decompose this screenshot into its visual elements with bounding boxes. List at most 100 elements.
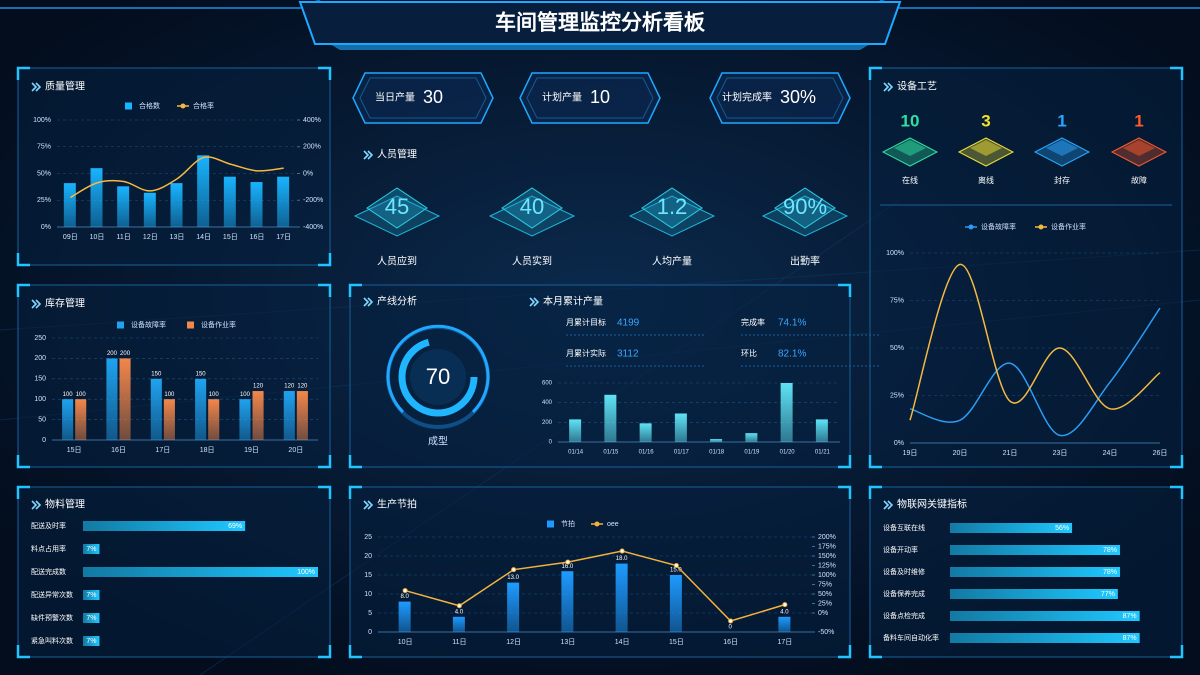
bar <box>62 399 74 440</box>
platform <box>761 195 849 237</box>
x-tick-label: 11日 <box>452 638 466 646</box>
stat-label: 月累计目标 <box>566 317 606 327</box>
status-icon-top <box>1046 140 1078 156</box>
panel-title: 物联网关键指标 <box>897 498 967 511</box>
panel-corner <box>1170 66 1184 80</box>
x-tick-label: 19日 <box>244 446 259 454</box>
gauge-label: 成型 <box>428 435 448 448</box>
panel-corner <box>348 645 362 659</box>
bar <box>83 590 100 600</box>
x-tick-label: 18日 <box>200 446 215 454</box>
bar <box>250 182 263 227</box>
bar <box>163 399 175 440</box>
panel-corner <box>16 66 30 80</box>
y-tick-label: 200 <box>34 355 46 362</box>
data-label: 13.0 <box>507 575 519 581</box>
bar <box>778 616 791 632</box>
title-icon <box>883 500 894 510</box>
bar <box>780 383 793 442</box>
row-label: 缺件预警次数 <box>31 613 73 622</box>
data-label: 18.0 <box>616 556 628 562</box>
bar <box>63 183 76 227</box>
legend-label: 合格数 <box>139 101 160 110</box>
panel-frame <box>17 67 331 266</box>
data-label: 15.0 <box>670 568 682 574</box>
status-icon-top <box>970 140 1002 156</box>
panel-corner <box>16 645 30 659</box>
legend-dot <box>180 103 186 109</box>
x-tick-label: 13日 <box>560 638 575 646</box>
panel-title: 质量管理 <box>45 80 85 93</box>
panel-corner <box>318 455 332 469</box>
kpi-inner <box>716 77 844 119</box>
platform-top <box>774 187 836 229</box>
personnel-value: 45 <box>385 194 409 219</box>
x-tick-label: 17日 <box>777 638 792 646</box>
line-marker <box>728 618 734 624</box>
data-label: 4.0 <box>455 609 464 615</box>
line-marker <box>402 588 408 594</box>
title-icon <box>363 297 374 307</box>
y2-tick-label: -50% <box>818 629 834 636</box>
data-label: 100 <box>240 392 251 398</box>
y-tick-label: 400 <box>542 400 553 406</box>
stat-label: 完成率 <box>741 317 765 327</box>
data-label: 100 <box>164 392 175 398</box>
y-tick-label: 75% <box>890 297 904 304</box>
y-tick-label: 15 <box>364 572 372 579</box>
bar <box>950 523 1073 533</box>
data-label: 78% <box>1103 547 1117 554</box>
panel-corner <box>16 485 30 499</box>
status-label: 封存 <box>1054 175 1070 185</box>
x-tick-label: 20日 <box>288 446 303 454</box>
x-tick-label: 01/17 <box>674 450 690 456</box>
panel-title: 物料管理 <box>45 498 85 511</box>
y-tick-label: 100 <box>34 396 46 403</box>
panel-corner <box>1170 645 1184 659</box>
y-tick-label: 100% <box>886 250 904 257</box>
x-tick-label: 01/15 <box>603 450 619 456</box>
y-tick-label: 0% <box>41 224 51 231</box>
y-tick-label: 25% <box>37 197 51 204</box>
gauge-ring <box>398 337 478 417</box>
stat-value: 3112 <box>617 349 639 360</box>
legend-label: 设备故障率 <box>131 320 166 329</box>
kpi-frame <box>352 72 494 124</box>
status-value: 1 <box>1057 111 1066 130</box>
bar <box>252 391 264 440</box>
title-icon <box>363 150 374 160</box>
bar <box>90 168 103 227</box>
panel-corner <box>868 485 882 499</box>
data-label: 0 <box>728 625 732 631</box>
bar <box>83 544 100 554</box>
panel-corner <box>348 283 362 297</box>
y-tick-label: 0 <box>42 437 46 444</box>
bar <box>106 358 118 440</box>
status-value: 3 <box>981 111 990 130</box>
kpi-value: 10 <box>590 87 610 107</box>
x-tick-label: 26日 <box>1153 449 1168 457</box>
stat-value: 74.1% <box>778 318 806 329</box>
stat-label: 环比 <box>741 348 757 358</box>
panel-corner <box>16 283 30 297</box>
bar <box>195 378 207 440</box>
title-icon <box>883 82 894 92</box>
title-icon <box>31 299 42 309</box>
y-tick-label: 0% <box>894 440 904 447</box>
x-tick-label: 17日 <box>155 446 170 454</box>
legend-dot <box>1038 224 1044 230</box>
data-label: 100 <box>63 392 74 398</box>
legend-swatch <box>125 102 132 110</box>
bar <box>950 633 1140 643</box>
platform <box>353 195 441 237</box>
data-label: 100 <box>76 392 87 398</box>
line-marker <box>565 559 571 565</box>
bar <box>710 439 723 442</box>
data-label: 4.0 <box>780 609 789 615</box>
bar <box>674 413 687 442</box>
stat-value: 4199 <box>617 318 640 329</box>
panel-corner <box>318 485 332 499</box>
bar <box>119 358 131 440</box>
bar <box>745 433 758 442</box>
legend-label: 节拍 <box>561 519 575 528</box>
